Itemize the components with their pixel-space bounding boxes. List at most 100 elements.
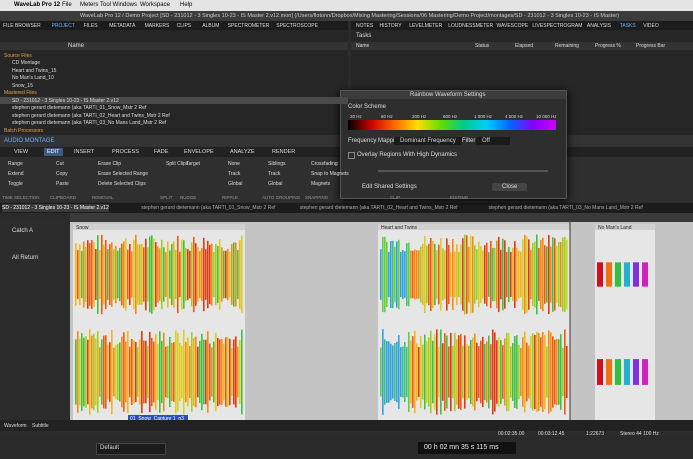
ribbon-tab[interactable]: ANALYZE xyxy=(230,149,255,155)
tree-folder[interactable]: Source Files xyxy=(4,52,32,59)
waveform-bar xyxy=(430,330,432,414)
edit-shared-button[interactable]: Edit Shared Settings xyxy=(362,184,417,190)
waveform-bar xyxy=(398,335,400,409)
ribbon-tab[interactable]: FADE xyxy=(154,149,169,155)
panel-tab[interactable]: ALBUM xyxy=(202,23,220,29)
waveform-bar xyxy=(191,332,193,412)
preset-label[interactable]: Default xyxy=(100,445,120,451)
waveform-bar xyxy=(412,336,414,408)
ruler xyxy=(70,213,693,222)
menu-item[interactable]: Meters xyxy=(80,2,99,8)
tool-button[interactable]: Magnets xyxy=(311,181,331,187)
waveform-bar xyxy=(518,250,520,299)
bottom-tab[interactable]: Subtitle xyxy=(32,423,49,429)
panel-tab[interactable]: VIDEO xyxy=(643,23,659,29)
tool-button[interactable]: Erase Clip xyxy=(98,161,122,167)
panel-tab[interactable]: WAVESCOPE xyxy=(496,23,529,29)
waveform-bar xyxy=(139,244,141,305)
overlay-checkbox[interactable] xyxy=(348,152,355,159)
panel-tab[interactable]: CLIPS xyxy=(176,23,192,29)
tool-button[interactable]: Track xyxy=(228,171,241,177)
preset-select[interactable] xyxy=(96,443,166,455)
tool-button[interactable]: Paste xyxy=(56,181,69,187)
window-title: WaveLab Pro 12 / Demo Project [SD - 2310… xyxy=(80,13,620,19)
ribbon-tab[interactable]: VIEW xyxy=(14,149,29,155)
file-tab[interactable]: stephen gerard dietemann (aka TARTI_02_H… xyxy=(299,205,458,211)
rainbow-bar xyxy=(348,120,556,130)
ribbon-tab[interactable]: EDIT xyxy=(44,148,63,156)
mapping-value[interactable]: Dominant Frequency xyxy=(394,137,462,145)
filter-value[interactable]: Off xyxy=(476,137,510,145)
tree-item[interactable]: SD - 231012 - 3 Singles 10-23 - IS Maste… xyxy=(12,97,119,104)
tool-button[interactable]: Track xyxy=(268,171,281,177)
waveform-bar xyxy=(530,335,532,409)
panel-tab[interactable]: SPECTROSCOPE xyxy=(276,23,318,29)
tool-button[interactable]: Toggle xyxy=(8,181,23,187)
file-tab[interactable]: stephen gerard dietemann (aka TARTI_01_S… xyxy=(141,205,276,211)
waveform-bar xyxy=(133,239,135,310)
tree-item[interactable]: Snow_15 xyxy=(12,82,33,89)
tool-button[interactable]: Delete Selected Clips xyxy=(98,181,146,187)
waveform-bar xyxy=(97,235,99,314)
tool-button[interactable]: Erase Selected Range xyxy=(98,171,149,177)
ribbon-tab[interactable]: INSERT xyxy=(74,149,95,155)
panel-tab[interactable]: LOUDNESSMETER xyxy=(448,23,494,29)
panel-tab[interactable]: FILES xyxy=(83,23,98,29)
ribbon-tab[interactable]: RENDER xyxy=(272,149,296,155)
overlay-label[interactable]: Overlay Regions With High Dynamics xyxy=(357,152,458,158)
tree-item[interactable]: stephen gerard dietemann (aka TARTI_01_S… xyxy=(12,105,147,111)
waveform-bar xyxy=(141,330,143,414)
panel-tab[interactable]: MARKERS xyxy=(144,23,170,29)
tool-button[interactable]: Split Clips xyxy=(166,161,189,167)
transport-bar xyxy=(0,437,693,459)
panel-tab[interactable]: METADATA xyxy=(109,23,136,29)
close-button[interactable]: Close xyxy=(492,183,528,191)
tree-item[interactable]: CD Montage xyxy=(12,60,41,66)
waveform-bar xyxy=(77,331,79,413)
menu-item[interactable]: Tool Windows xyxy=(100,2,138,8)
tool-button[interactable]: Extend xyxy=(8,171,24,177)
panel-tab[interactable]: LIVESPECTROGRAM xyxy=(532,23,583,29)
tool-button[interactable]: Range xyxy=(8,161,23,167)
panel-tab[interactable]: TASKS xyxy=(619,23,636,29)
panel-tab[interactable]: PROJECT xyxy=(51,23,75,29)
bottom-tab[interactable]: Waveform xyxy=(4,423,27,429)
color-scheme-label: Color Scheme xyxy=(348,104,387,110)
waveform-bar xyxy=(402,346,404,398)
panel-tab[interactable]: SPECTROMETER xyxy=(227,23,270,29)
tool-button[interactable]: Siblings xyxy=(268,161,286,167)
tool-button[interactable]: Snap to Magnets xyxy=(311,171,349,177)
tree-item[interactable]: No Man's Land_10 xyxy=(12,75,54,81)
tree-item[interactable]: stephen gerard dietemann (aka TARTI_03_N… xyxy=(12,120,167,126)
tool-button[interactable]: Cut xyxy=(56,161,64,167)
waveform-bar xyxy=(197,346,199,398)
tree-item[interactable]: stephen gerard dietemann (aka TARTI_02_H… xyxy=(12,112,170,119)
tool-button[interactable]: Global xyxy=(228,181,243,187)
waveform-bar xyxy=(442,343,444,401)
file-tab[interactable]: stephen gerard dietemann (aka TARTI_03_N… xyxy=(488,205,643,211)
panel-tab[interactable]: NOTES xyxy=(356,23,374,29)
ribbon-tab[interactable]: ENVELOPE xyxy=(184,149,214,155)
menu-item[interactable]: Workspace xyxy=(140,2,170,8)
tree-item[interactable]: Heart and Twins_15 xyxy=(12,67,57,74)
file-tab[interactable]: SD - 231012 - 3 Singles 10-23 - IS Maste… xyxy=(2,204,109,212)
waveform-bar xyxy=(237,346,239,398)
tool-button[interactable]: Copy xyxy=(56,171,68,177)
panel-tab[interactable]: HISTORY xyxy=(379,23,402,29)
tree-folder[interactable]: Batch Processors xyxy=(4,127,44,134)
tree-folder[interactable]: Mastered Files xyxy=(4,90,37,96)
waveform-bar xyxy=(420,336,422,408)
menu-item[interactable]: Help xyxy=(180,2,193,8)
ribbon-tab[interactable]: PROCESS xyxy=(112,149,139,155)
tool-button[interactable]: Target xyxy=(186,161,200,167)
menu-item[interactable]: File xyxy=(62,2,72,8)
slider-track[interactable] xyxy=(378,170,548,172)
tool-button[interactable]: Global xyxy=(268,181,283,187)
panel-tab[interactable]: LEVELMETER xyxy=(409,23,443,29)
tool-button[interactable]: Crossfading xyxy=(311,161,338,167)
panel-tab[interactable]: FILE BROWSER xyxy=(3,23,41,29)
tool-button[interactable]: None xyxy=(228,161,240,167)
panel-tab[interactable]: ANALYSIS xyxy=(586,23,611,29)
waveform-bar xyxy=(472,337,474,407)
group-label: EDITING xyxy=(450,195,469,200)
